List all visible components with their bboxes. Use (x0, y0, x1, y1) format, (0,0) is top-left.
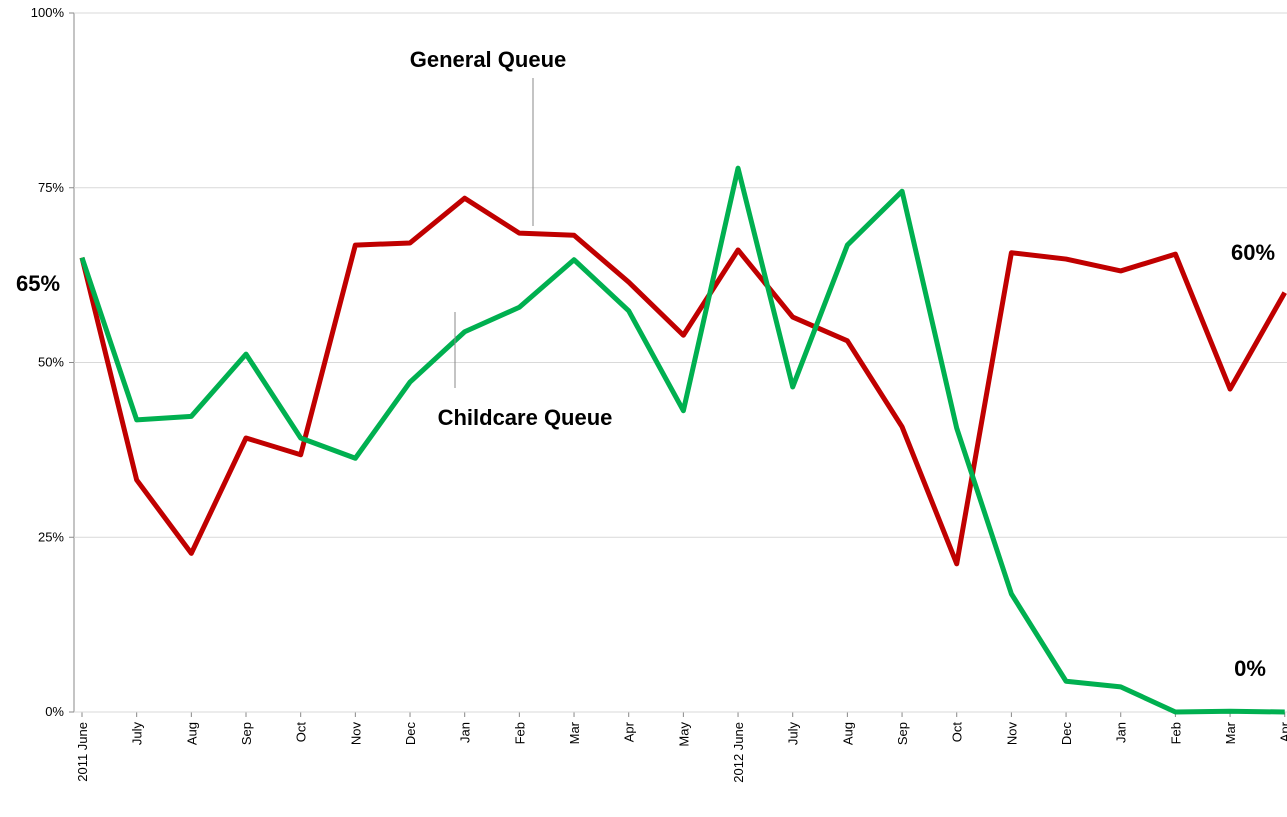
x-tick-label: 2011 June (75, 722, 90, 782)
y-tick-label: 100% (31, 5, 65, 20)
x-tick-label: Dec (403, 722, 418, 746)
x-tick-label: Dec (1059, 722, 1074, 746)
annotation: 65% (16, 271, 60, 296)
series-line (79, 195, 1287, 567)
x-tick-label: Apr (622, 721, 637, 742)
y-tick-label: 25% (38, 529, 64, 544)
x-tick-label: Jan (458, 722, 473, 743)
y-tick-label: 75% (38, 180, 64, 195)
x-tick-label: Oct (950, 722, 965, 743)
x-tick-label: Mar (1223, 721, 1238, 744)
x-tick-label: Mar (567, 721, 582, 744)
x-tick-label: Aug (840, 722, 855, 745)
x-tick-label: Sep (895, 722, 910, 745)
x-tick-label: Nov (1004, 722, 1019, 746)
x-tick-label: Aug (184, 722, 199, 745)
y-tick-label: 50% (38, 355, 64, 370)
x-tick-label: May (676, 722, 691, 747)
x-tick-label: 2012 June (731, 722, 746, 783)
x-tick-label: Feb (512, 722, 527, 744)
x-tick-label: Jan (1114, 722, 1129, 743)
series-label: General Queue (410, 47, 567, 72)
x-tick-label: Oct (294, 722, 309, 743)
series-label: Childcare Queue (438, 405, 613, 430)
x-tick-label: Apr (1278, 721, 1287, 742)
x-tick-label: Sep (239, 722, 254, 745)
x-tick-label: July (786, 722, 801, 746)
y-tick-label: 0% (45, 704, 64, 719)
x-tick-label: Nov (348, 722, 363, 746)
x-tick-label: Feb (1168, 722, 1183, 744)
annotation: 60% (1231, 240, 1275, 265)
annotation: 0% (1234, 656, 1266, 681)
x-tick-label: July (130, 722, 145, 746)
series-line (79, 165, 1285, 715)
